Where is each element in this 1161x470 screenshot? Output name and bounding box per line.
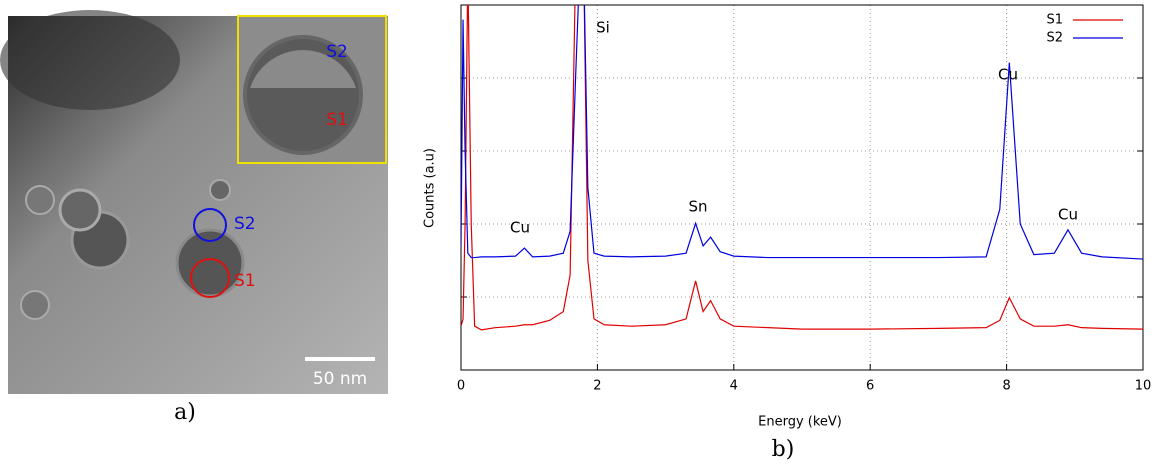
region-label: S1 (234, 271, 256, 291)
peak-label: Sn (688, 198, 707, 216)
x-axis-label: Energy (keV) (758, 415, 842, 430)
x-tick-label: 6 (866, 379, 874, 394)
region-label: S2 (234, 214, 256, 234)
plot-frame (460, 4, 1144, 371)
tem-image (0, 10, 388, 394)
x-tick-label: 4 (730, 379, 738, 394)
x-tick-label: 10 (1135, 379, 1152, 394)
peak-label: Cu (1058, 206, 1078, 224)
caption: a) (174, 400, 196, 425)
y-axis-label: Counts (a.u) (423, 148, 438, 228)
peak-label: Cu (998, 66, 1018, 84)
series-line (461, 5, 1143, 260)
scale-bar-label: 50 nm (313, 369, 367, 389)
inset-label: S2 (326, 42, 348, 62)
series-line (461, 5, 1143, 331)
caption: b) (772, 437, 795, 462)
peak-label: Cu (510, 219, 530, 237)
peak-label: Si (596, 19, 610, 37)
x-tick-label: 2 (593, 379, 601, 394)
legend-label: S1 (1046, 13, 1063, 28)
x-tick-label: 8 (1002, 379, 1010, 394)
inset-label: S1 (326, 110, 348, 130)
plot-area (461, 5, 1143, 331)
x-tick-label: 0 (457, 379, 465, 394)
legend-label: S2 (1046, 31, 1063, 46)
